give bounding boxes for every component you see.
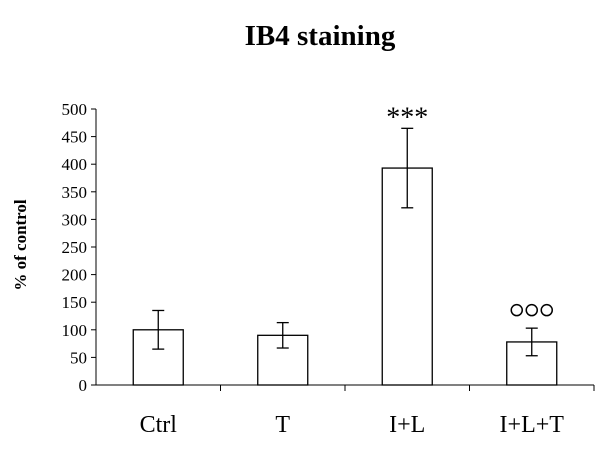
x-tick-label: I+L bbox=[389, 412, 425, 438]
y-tick-label: 450 bbox=[62, 128, 88, 147]
significance-annotation bbox=[510, 303, 553, 317]
y-tick-label: 100 bbox=[62, 321, 88, 340]
y-tick-label: 400 bbox=[62, 155, 88, 174]
y-tick-label: 50 bbox=[70, 348, 87, 367]
significance-ring bbox=[510, 303, 523, 317]
significance-ring bbox=[525, 303, 538, 317]
x-tick-label: I+L+T bbox=[500, 412, 565, 438]
y-tick-label: 350 bbox=[62, 183, 88, 202]
y-tick-label: 250 bbox=[62, 238, 88, 257]
plot-area: 0 50 100 150 200 250 300 350 400 450 500 Ctrl T I+L **… bbox=[62, 100, 595, 438]
y-tick-label: 0 bbox=[79, 376, 88, 395]
x-tick-label: T bbox=[275, 412, 290, 438]
y-tick-label: 200 bbox=[62, 266, 88, 285]
y-axis-label: % of control bbox=[11, 199, 30, 291]
y-tick-label: 150 bbox=[62, 293, 88, 312]
y-tick-label: 500 bbox=[62, 100, 88, 119]
x-tick-label: Ctrl bbox=[140, 412, 178, 438]
y-tick-label: 300 bbox=[62, 210, 88, 229]
chart-title: IB4 staining bbox=[245, 20, 396, 52]
significance-annotation: *** bbox=[386, 102, 428, 133]
significance-ring bbox=[540, 303, 553, 317]
